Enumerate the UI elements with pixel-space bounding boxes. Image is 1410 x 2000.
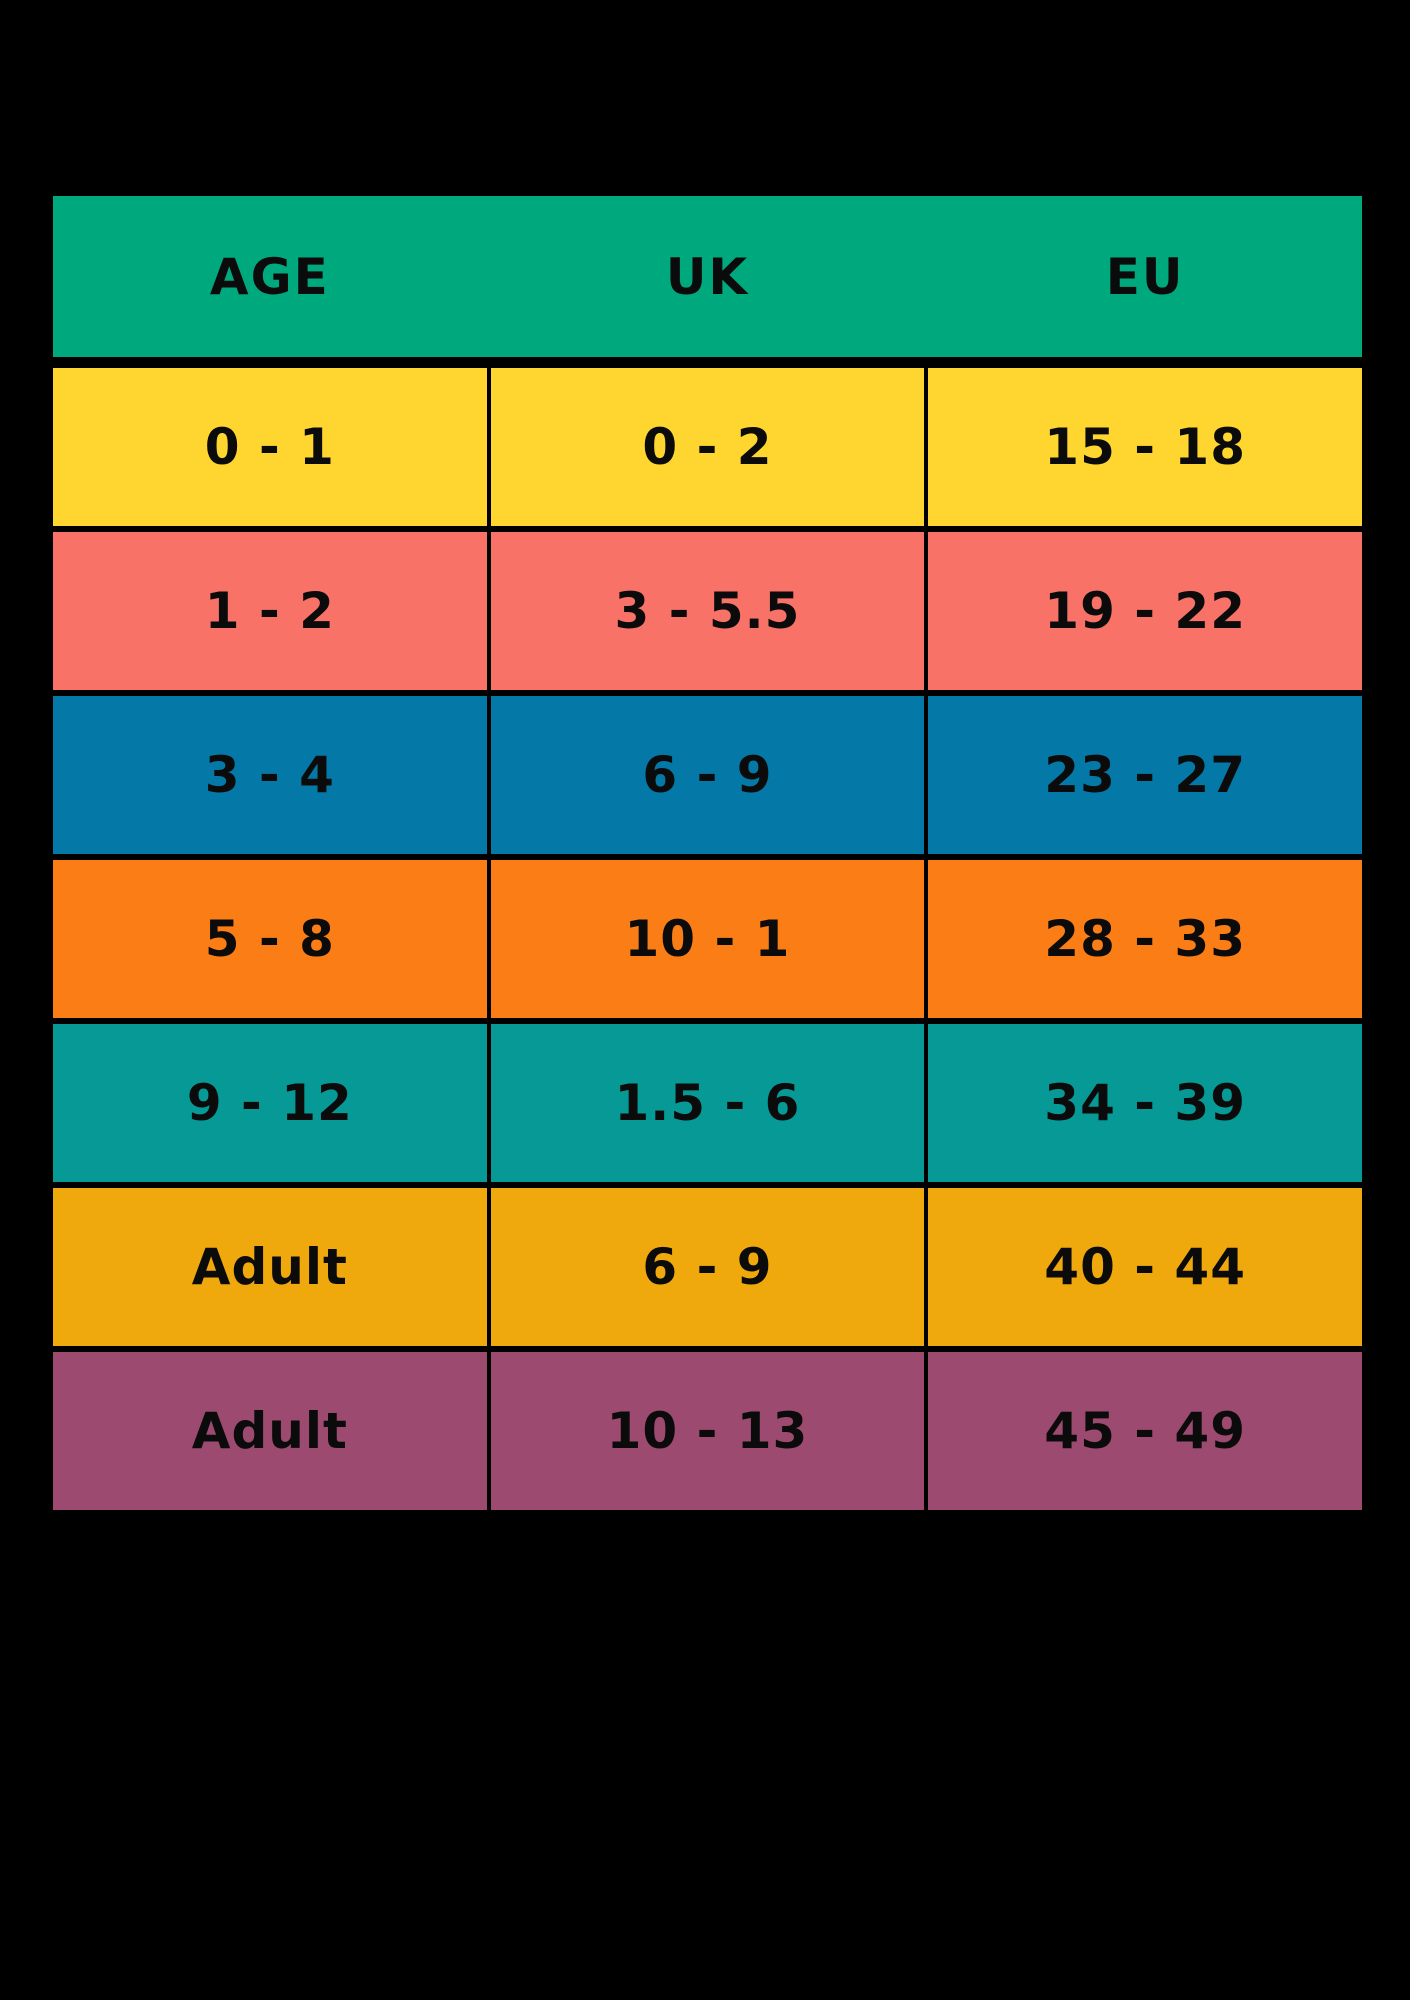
age-cell: 0 - 1	[53, 368, 487, 526]
table-row: 0 - 1 0 - 2 15 - 18	[53, 368, 1362, 526]
eu-cell: 15 - 18	[928, 368, 1362, 526]
age-cell: 5 - 8	[53, 860, 487, 1018]
uk-cell: 6 - 9	[490, 696, 925, 854]
eu-cell: 34 - 39	[928, 1024, 1362, 1182]
table-header-row: AGE UK EU	[53, 196, 1362, 357]
eu-cell: 40 - 44	[928, 1188, 1362, 1346]
header-age: AGE	[53, 196, 487, 357]
age-cell: 9 - 12	[53, 1024, 487, 1182]
table-row: 5 - 8 10 - 1 28 - 33	[53, 860, 1362, 1018]
eu-cell: 28 - 33	[928, 860, 1362, 1018]
table-row: 3 - 4 6 - 9 23 - 27	[53, 696, 1362, 854]
table-row: 9 - 12 1.5 - 6 34 - 39	[53, 1024, 1362, 1182]
uk-cell: 10 - 13	[490, 1352, 925, 1510]
table-row: Adult 10 - 13 45 - 49	[53, 1352, 1362, 1510]
eu-cell: 19 - 22	[928, 532, 1362, 690]
age-cell: Adult	[53, 1352, 487, 1510]
uk-cell: 10 - 1	[490, 860, 925, 1018]
uk-cell: 0 - 2	[490, 368, 925, 526]
age-cell: Adult	[53, 1188, 487, 1346]
header-eu: EU	[928, 196, 1362, 357]
shoe-size-table: AGE UK EU 0 - 1 0 - 2 15 - 18 1 - 2 3 - …	[53, 196, 1362, 1510]
uk-cell: 3 - 5.5	[490, 532, 925, 690]
eu-cell: 23 - 27	[928, 696, 1362, 854]
uk-cell: 1.5 - 6	[490, 1024, 925, 1182]
age-cell: 3 - 4	[53, 696, 487, 854]
header-uk: UK	[490, 196, 925, 357]
age-cell: 1 - 2	[53, 532, 487, 690]
table-row: 1 - 2 3 - 5.5 19 - 22	[53, 532, 1362, 690]
table-row: Adult 6 - 9 40 - 44	[53, 1188, 1362, 1346]
uk-cell: 6 - 9	[490, 1188, 925, 1346]
eu-cell: 45 - 49	[928, 1352, 1362, 1510]
